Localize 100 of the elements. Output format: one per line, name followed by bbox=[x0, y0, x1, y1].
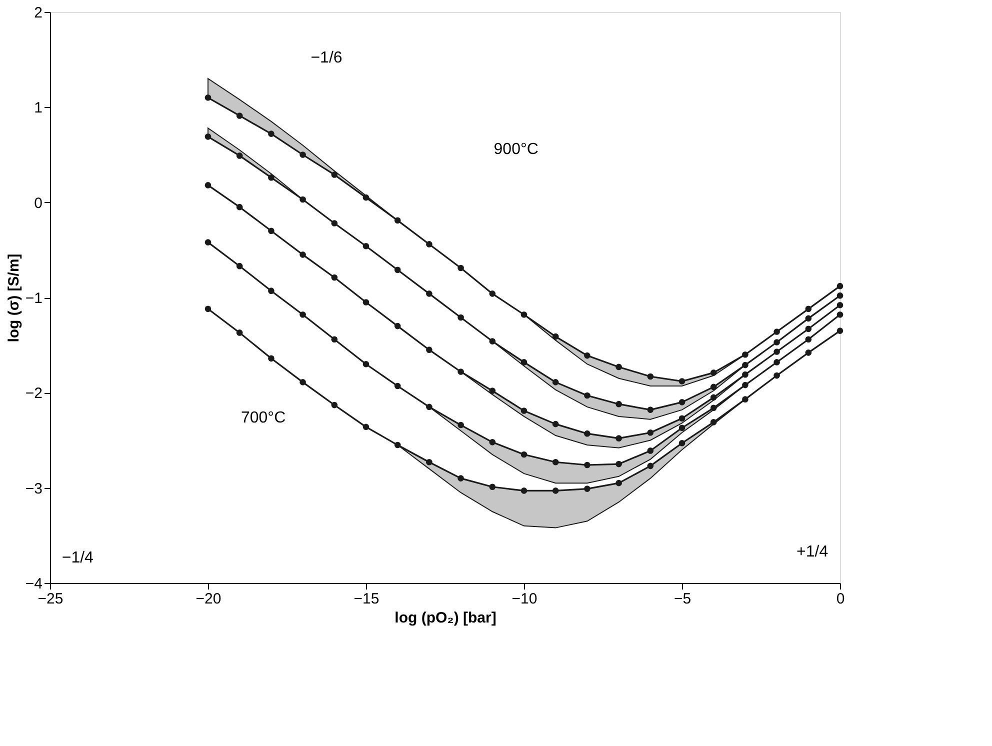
point bbox=[647, 373, 654, 380]
point bbox=[710, 384, 717, 390]
point bbox=[204, 182, 212, 188]
point bbox=[300, 379, 306, 386]
point bbox=[742, 371, 748, 378]
point bbox=[204, 239, 212, 246]
point bbox=[805, 326, 812, 332]
point bbox=[520, 311, 528, 318]
annotation: −1/4 bbox=[62, 549, 94, 566]
y-tick-label: −3 bbox=[25, 480, 42, 498]
point bbox=[394, 217, 401, 224]
point bbox=[774, 328, 780, 335]
point bbox=[458, 422, 464, 428]
point bbox=[520, 359, 528, 366]
y-tick-label: −4 bbox=[25, 576, 42, 592]
point bbox=[805, 336, 812, 343]
point bbox=[300, 152, 306, 158]
x-tick-label: −20 bbox=[196, 590, 222, 608]
point bbox=[647, 462, 654, 470]
point bbox=[362, 299, 370, 306]
point bbox=[552, 488, 559, 494]
point bbox=[331, 172, 338, 178]
point bbox=[805, 315, 812, 322]
point bbox=[458, 368, 464, 375]
y-tick-label: −2 bbox=[25, 385, 42, 402]
y-tick-label: 2 bbox=[34, 4, 42, 22]
point bbox=[552, 333, 559, 340]
point bbox=[742, 382, 748, 388]
point bbox=[774, 359, 780, 366]
point bbox=[331, 402, 338, 408]
annotation: 900°C bbox=[494, 141, 538, 158]
annotation: +1/4 bbox=[796, 544, 828, 561]
y-tick-label: −1 bbox=[25, 290, 42, 307]
point bbox=[426, 241, 432, 248]
point bbox=[394, 382, 401, 390]
point bbox=[489, 388, 496, 394]
point bbox=[394, 322, 401, 330]
point bbox=[204, 134, 212, 140]
point bbox=[520, 488, 528, 494]
point bbox=[331, 220, 338, 226]
point bbox=[678, 440, 686, 446]
point bbox=[774, 372, 780, 379]
point bbox=[268, 288, 274, 294]
point bbox=[458, 475, 464, 482]
point bbox=[394, 266, 401, 274]
point bbox=[678, 424, 686, 432]
point bbox=[616, 400, 622, 408]
annotation: 700°C bbox=[240, 409, 286, 426]
point bbox=[616, 435, 622, 442]
point bbox=[426, 290, 432, 297]
x-tick-label: 0 bbox=[836, 590, 845, 608]
point bbox=[489, 439, 496, 446]
x-tick-label: −25 bbox=[38, 590, 64, 608]
point bbox=[552, 379, 559, 386]
annotation: −1/6 bbox=[310, 50, 342, 67]
point bbox=[647, 429, 654, 436]
point bbox=[616, 460, 622, 468]
point bbox=[204, 94, 212, 101]
point bbox=[616, 480, 622, 486]
point bbox=[362, 242, 370, 250]
point bbox=[584, 352, 590, 359]
point bbox=[710, 419, 717, 426]
point bbox=[236, 330, 243, 336]
point bbox=[331, 274, 338, 281]
point bbox=[584, 430, 590, 437]
point bbox=[552, 458, 559, 466]
point bbox=[584, 462, 590, 468]
point bbox=[300, 252, 306, 258]
point bbox=[710, 394, 717, 401]
y-tick-label: 1 bbox=[34, 100, 42, 117]
point bbox=[647, 448, 654, 454]
point bbox=[805, 306, 812, 312]
point bbox=[236, 204, 243, 210]
point bbox=[647, 406, 654, 413]
y-tick-label: 0 bbox=[34, 194, 42, 212]
point bbox=[300, 311, 306, 318]
point bbox=[584, 392, 590, 399]
point bbox=[836, 292, 844, 299]
point bbox=[458, 264, 464, 272]
point bbox=[836, 328, 844, 334]
point bbox=[426, 404, 432, 410]
x-axis-title: log (pO₂) [bar] bbox=[394, 610, 496, 626]
point bbox=[236, 152, 243, 159]
point bbox=[268, 130, 274, 137]
point bbox=[678, 399, 686, 406]
point bbox=[394, 442, 401, 448]
point bbox=[426, 346, 432, 353]
point bbox=[362, 360, 370, 368]
x-tick-label: −5 bbox=[674, 590, 692, 608]
point bbox=[520, 451, 528, 458]
point bbox=[204, 306, 212, 312]
point bbox=[710, 404, 717, 412]
point bbox=[774, 339, 780, 346]
point bbox=[742, 396, 748, 402]
point bbox=[678, 378, 686, 384]
point bbox=[552, 420, 559, 428]
point bbox=[805, 350, 812, 356]
point bbox=[520, 408, 528, 414]
point bbox=[836, 302, 844, 308]
point bbox=[489, 290, 496, 297]
